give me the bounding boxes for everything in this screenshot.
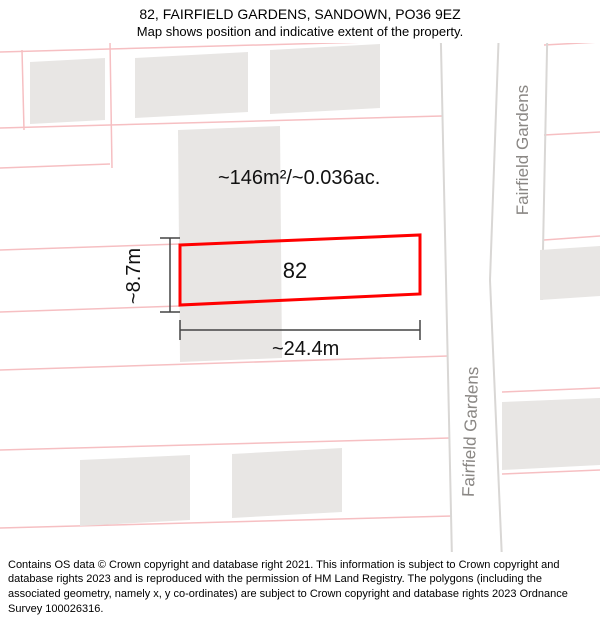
- street-name-label: Fairfield Gardens: [513, 85, 532, 215]
- height-label: ~8.7m: [123, 248, 145, 304]
- building-footprint: [232, 448, 342, 518]
- house-number-label: 82: [283, 258, 307, 283]
- area-label: ~146m²/~0.036ac.: [218, 167, 380, 189]
- cadastral-map: 82 ~146m²/~0.036ac. ~8.7m ~24.4m Fairfield G…: [0, 0, 600, 560]
- building-footprint: [502, 398, 600, 470]
- building-footprint: [80, 455, 190, 526]
- page-subtitle: Map shows position and indicative extent…: [10, 24, 590, 39]
- page-title: 82, FAIRFIELD GARDENS, SANDOWN, PO36 9EZ: [10, 6, 590, 22]
- building-footprint: [30, 58, 105, 124]
- width-label: ~24.4m: [272, 338, 339, 360]
- building-footprint: [135, 52, 248, 118]
- building-footprint: [540, 246, 600, 300]
- building-footprint: [270, 44, 380, 114]
- header: 82, FAIRFIELD GARDENS, SANDOWN, PO36 9EZ…: [0, 0, 600, 43]
- copyright-footer: Contains OS data © Crown copyright and d…: [0, 552, 600, 625]
